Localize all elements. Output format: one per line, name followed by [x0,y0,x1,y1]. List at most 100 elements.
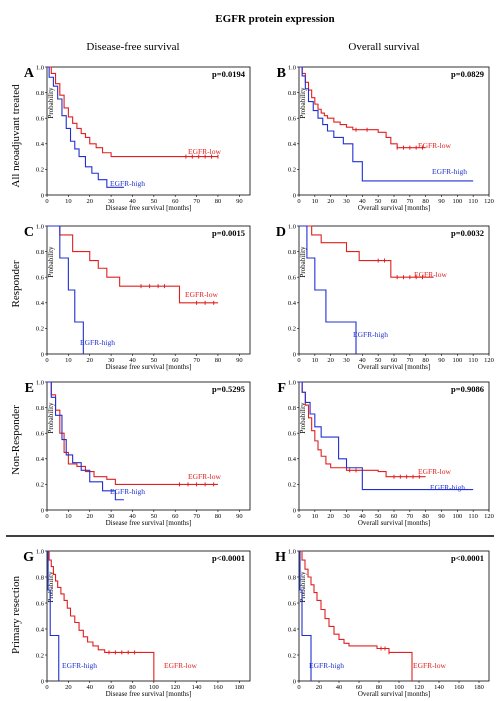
x-tick-label: 120 [414,684,424,691]
series-line-low [299,225,434,278]
y-tick-label: 0 [41,351,44,358]
panel-letter: F [277,381,286,396]
y-axis-label: Probability [299,87,307,119]
x-tick-label: 60 [391,357,398,364]
y-tick-label: 0.2 [288,167,296,174]
x-tick-label: 80 [215,198,222,205]
panel-letter: H [275,550,286,565]
x-tick-label: 0 [45,684,48,691]
y-tick-label: 0.2 [288,326,296,333]
x-tick-label: 90 [236,357,243,364]
y-tick-label: 0.8 [36,574,44,581]
y-tick-label: 0.8 [36,90,44,97]
x-tick-label: 70 [193,357,200,364]
series-label-low: EGFR-low [413,661,447,670]
x-tick-label: 10 [312,198,319,205]
p-value: p<0.0001 [212,553,245,563]
x-tick-label: 10 [65,357,72,364]
y-tick-label: 0.2 [288,482,296,489]
panel-letter: D [276,225,286,240]
series-line-low [47,66,218,158]
x-tick-label: 50 [151,513,158,520]
x-tick-label: 60 [108,684,115,691]
x-tick-label: 80 [376,684,383,691]
x-tick-label: 0 [297,198,300,205]
x-tick-label: 90 [438,357,445,364]
row-label-non-responder: Non-Responder [10,405,22,475]
x-tick-label: 20 [327,513,334,520]
p-value: p=0.0015 [212,228,245,238]
y-tick-label: 0.4 [36,141,45,148]
x-axis-label: Overall survival [months] [358,204,430,212]
x-tick-label: 140 [192,684,202,691]
x-tick-label: 20 [316,684,323,691]
x-tick-label: 30 [343,198,350,205]
y-tick-label: 0.2 [288,652,296,659]
y-tick-label: 0.6 [36,431,45,438]
p-value: p=0.5295 [212,384,245,394]
series-label-high: EGFR-high [430,483,465,492]
row-label-all: All neoadjuvant treated [10,84,22,188]
x-tick-label: 90 [236,198,243,205]
series-label-high: EGFR-high [110,179,145,188]
y-tick-label: 0.8 [288,249,296,256]
x-tick-label: 50 [151,198,158,205]
series-label-low: EGFR-low [185,290,219,299]
y-tick-label: 0 [41,507,44,514]
x-tick-label: 50 [375,513,382,520]
x-tick-label: 40 [129,357,136,364]
x-tick-label: 0 [45,357,48,364]
x-tick-label: 40 [129,513,136,520]
y-tick-label: 0.8 [36,249,44,256]
y-tick-label: 0.6 [36,600,45,607]
x-tick-label: 80 [129,684,136,691]
series-label-low: EGFR-low [188,472,222,481]
y-tick-label: 0 [41,678,44,685]
series-line-low [299,66,426,149]
y-tick-label: 0.4 [288,141,297,148]
x-tick-label: 70 [193,198,200,205]
x-axis-label: Overall survival [months] [358,519,430,527]
y-axis-label: Probability [47,87,55,119]
x-tick-label: 40 [359,513,366,520]
x-tick-label: 50 [375,198,382,205]
x-tick-label: 30 [343,513,350,520]
y-tick-label: 0.2 [36,167,44,174]
x-tick-label: 30 [343,357,350,364]
x-axis-label: Overall survival [months] [358,363,430,371]
y-tick-label: 0.6 [288,116,297,123]
x-tick-label: 110 [468,513,478,520]
x-tick-label: 80 [422,357,429,364]
y-tick-label: 0.6 [36,275,45,282]
y-axis-label: Probability [47,246,55,278]
x-tick-label: 120 [170,684,180,691]
series-line-low [299,381,426,478]
x-tick-label: 20 [65,684,72,691]
series-line-high [47,66,124,188]
x-tick-label: 50 [151,357,158,364]
x-tick-label: 100 [394,684,404,691]
x-tick-label: 10 [65,513,72,520]
y-tick-label: 1.0 [36,223,44,230]
y-tick-label: 1.0 [288,379,296,386]
series-line-high [299,550,312,681]
y-tick-label: 0.4 [288,456,297,463]
x-tick-label: 100 [452,198,462,205]
x-tick-label: 30 [108,198,115,205]
x-tick-label: 80 [422,198,429,205]
y-tick-label: 0.2 [36,652,44,659]
y-tick-label: 0.4 [288,300,297,307]
x-tick-label: 80 [422,513,429,520]
y-tick-label: 0.4 [288,626,297,633]
series-line-low [47,381,218,485]
x-tick-label: 10 [312,513,319,520]
plot-frame [46,381,251,511]
x-tick-label: 0 [297,357,300,364]
x-tick-label: 40 [129,198,136,205]
